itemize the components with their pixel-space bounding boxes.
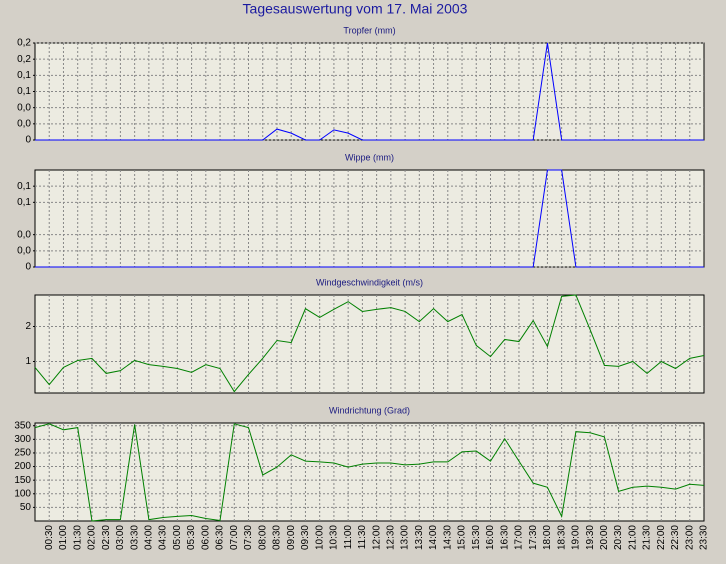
x-tick-label: 03:00: [115, 525, 126, 550]
y-tick-label: 300: [14, 434, 31, 445]
x-tick-label: 07:00: [229, 525, 240, 550]
y-tick-label: 0,0: [17, 102, 31, 113]
x-tick-label: 09:30: [300, 525, 311, 550]
x-tick-label: 09:00: [286, 525, 297, 550]
data-line: [35, 42, 704, 141]
x-tick-label: 18:00: [542, 525, 553, 550]
y-tick-label: 2: [25, 321, 31, 332]
y-tick-label: 100: [14, 488, 31, 499]
y-tick-label: 0,1: [17, 197, 31, 208]
y-tick-label: 0,1: [17, 181, 31, 192]
x-tick-label: 06:30: [215, 525, 226, 550]
x-tick-label: 06:00: [200, 525, 211, 550]
y-tick-label: 350: [14, 420, 31, 431]
x-tick-label: 17:30: [528, 525, 539, 550]
x-tick-label: 02:00: [87, 525, 98, 550]
y-tick-label: 0: [25, 135, 31, 146]
x-tick-label: 00:30: [44, 525, 55, 550]
x-tick-label: 23:30: [699, 525, 710, 550]
x-tick-label: 05:00: [172, 525, 183, 550]
x-tick-label: 21:30: [642, 525, 653, 550]
x-tick-label: 11:30: [357, 525, 368, 550]
y-tick-label: 0,2: [17, 38, 31, 49]
chart-title: Windgeschwindigkeit (m/s): [316, 277, 423, 287]
plot-area: [34, 422, 705, 522]
plot-area: [34, 169, 705, 268]
x-tick-label: 03:30: [129, 525, 140, 550]
x-tick-label: 22:30: [670, 525, 681, 550]
y-tick-label: 0: [25, 262, 31, 273]
x-tick-label: 13:00: [400, 525, 411, 550]
y-tick-label: 1: [25, 356, 31, 367]
data-line: [35, 169, 704, 268]
x-tick-label: 08:30: [272, 525, 283, 550]
x-tick-label: 19:00: [571, 525, 582, 550]
y-tick-label: 0,0: [17, 245, 31, 256]
x-tick-label: 20:00: [599, 525, 610, 550]
x-tick-label: 17:00: [514, 525, 525, 550]
x-tick-label: 11:00: [343, 525, 354, 550]
x-tick-label: 19:30: [585, 525, 596, 550]
x-tick-label: 14:00: [428, 525, 439, 550]
chart-title: Wippe (mm): [345, 152, 394, 162]
chart-title: Tropfer (mm): [343, 25, 395, 35]
x-tick-label: 16:30: [499, 525, 510, 550]
plot-area: [34, 294, 705, 394]
x-tick-label: 01:00: [58, 525, 69, 550]
y-tick-label: 200: [14, 461, 31, 472]
x-tick-label: 21:00: [627, 525, 638, 550]
page-title: Tagesauswertung vom 17. Mai 2003: [243, 1, 468, 17]
x-tick-label: 18:30: [556, 525, 567, 550]
x-tick-label: 12:30: [385, 525, 396, 550]
x-tick-label: 04:00: [144, 525, 155, 550]
x-tick-label: 10:00: [314, 525, 325, 550]
x-tick-label: 16:00: [485, 525, 496, 550]
x-tick-label: 07:30: [243, 525, 254, 550]
y-tick-label: 250: [14, 448, 31, 459]
y-tick-label: 0,2: [17, 54, 31, 65]
x-tick-label: 04:30: [158, 525, 169, 550]
x-tick-label: 15:00: [457, 525, 468, 550]
x-tick-label: 01:30: [72, 525, 83, 550]
y-tick-label: 0,1: [17, 86, 31, 97]
x-tick-label: 05:30: [186, 525, 197, 550]
chart-title: Windrichtung (Grad): [329, 405, 410, 415]
x-tick-label: 14:30: [442, 525, 453, 550]
x-tick-label: 08:00: [257, 525, 268, 550]
x-tick-label: 02:30: [101, 525, 112, 550]
y-tick-label: 150: [14, 475, 31, 486]
data-line: [34, 294, 705, 393]
y-tick-label: 50: [20, 502, 32, 513]
data-line: [34, 423, 705, 522]
x-tick-label: 15:30: [471, 525, 482, 550]
y-tick-label: 0,1: [17, 70, 31, 81]
x-tick-label: 13:30: [414, 525, 425, 550]
x-tick-label: 12:00: [371, 525, 382, 550]
y-tick-label: 0,0: [17, 229, 31, 240]
x-tick-label: 23:00: [684, 525, 695, 550]
x-tick-label: 20:30: [613, 525, 624, 550]
x-tick-label: 10:30: [329, 525, 340, 550]
x-tick-label: 22:00: [656, 525, 667, 550]
y-tick-label: 0,0: [17, 118, 31, 129]
